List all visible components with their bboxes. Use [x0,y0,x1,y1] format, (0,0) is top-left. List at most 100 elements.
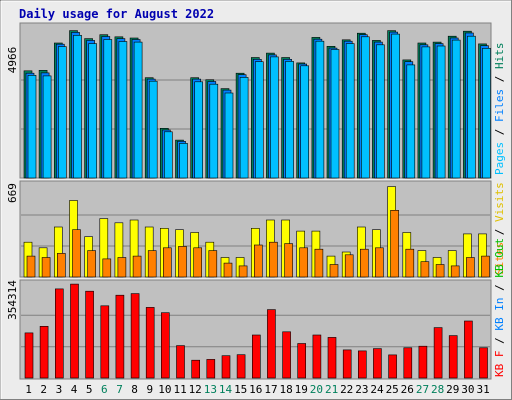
sites-bar [314,248,324,278]
legend-sep-4: / [493,331,506,351]
pages-bar [209,83,219,179]
legend-kbin: KB In [493,298,506,331]
sites-bar [56,253,66,278]
kbytes-max-label: 354314 [6,280,19,320]
x-tick-label: 25 [386,383,399,396]
pages-bar [436,45,446,179]
sites-bar [223,262,233,278]
sites-bar [72,229,81,278]
x-tick-label: 24 [370,383,384,396]
sites-bar [208,250,218,278]
x-tick-label: 23 [355,383,368,396]
kbf-bar [130,293,140,379]
pages-bar [330,49,340,179]
legend-hits: Hits [493,43,506,70]
legend-kbf: KB F [493,351,506,378]
legend-sep-1: / [493,122,506,142]
x-tick-label: 2 [40,383,47,396]
x-tick-label: 28 [431,383,444,396]
kbf-bar [85,290,94,379]
pages-bar [103,39,113,179]
sites-bar [269,241,278,278]
x-tick-label: 20 [310,383,323,396]
pages-bar [255,61,264,179]
kbf-bar [54,288,64,379]
x-tick-label: 5 [86,383,93,396]
legend-pages: Pages [493,142,506,175]
pages-bar [164,131,173,179]
sites-bar [193,247,202,278]
kbf-bar [24,332,34,379]
visits-legend: Sites / Visits [493,182,506,275]
requests-max-label: 4966 [6,47,19,74]
pages-bar [179,143,188,179]
x-tick-label: 18 [279,383,292,396]
x-tick-label: 31 [476,383,489,396]
x-tick-label: 10 [158,383,171,396]
sites-bar [481,255,490,278]
x-tick-label: 12 [189,383,202,396]
kbf-bar [221,355,231,379]
sites-bar [117,257,127,278]
pages-bar [133,41,143,179]
pages-bar [421,46,431,179]
sites-bar [466,257,475,278]
pages-bar [57,46,67,179]
pages-bar [360,36,370,179]
kbf-bar [464,320,473,379]
sites-bar [299,247,309,278]
kbf-bar [100,305,110,379]
pages-bar [270,56,279,179]
sites-bar [87,250,96,278]
x-tick-label: 9 [146,383,153,396]
visits-max-label: 669 [6,183,19,203]
legend-sites: Sites [493,242,506,275]
pages-bar [345,43,355,179]
legend-sep-5: / [493,278,506,298]
pages-bar [285,61,294,179]
legend-files: Files [493,89,506,122]
sites-bar [132,255,142,278]
kbf-bar [70,283,79,379]
sites-bar [390,210,399,278]
sites-bar [344,254,354,278]
pages-bar [391,33,400,179]
x-tick-label: 21 [325,383,338,396]
sites-bar [102,258,112,278]
legend-sep-3: / [493,222,506,242]
kbf-bar [433,327,443,379]
kbf-bar [312,334,322,379]
pages-bar [73,34,82,179]
sites-bar [375,247,384,278]
kbf-bar [418,345,428,379]
x-tick-label: 6 [101,383,108,396]
pages-bar [376,44,385,179]
pages-bar [467,35,476,179]
x-tick-label: 3 [56,383,63,396]
sites-bar [163,247,172,278]
requests-legend: Pages / Files / Hits [493,43,506,176]
pages-bar [148,80,158,179]
kbf-bar [373,348,382,379]
sites-bar [359,248,369,278]
kbf-bar [357,350,367,379]
kbf-bar [297,343,307,379]
sites-bar [435,264,445,278]
x-tick-label: 29 [446,383,459,396]
sites-bar [147,250,157,278]
kbf-bar [282,331,291,379]
x-tick-labels: 1 2 3 4 5 6 7 8 9 10 11 12 13 14 15 16 17 18 19 20 21 22 23 24 2… [25,383,489,396]
x-tick-label: 8 [131,383,138,396]
legend-visits: Visits [493,182,506,222]
bars [23,30,491,379]
x-tick-label: 11 [173,383,186,396]
pages-bar [88,43,97,179]
sites-bar [178,246,187,278]
kbf-bar [388,354,397,379]
x-tick-label: 26 [401,383,414,396]
sites-bar [41,257,51,278]
kbf-bar [267,309,276,379]
sites-bar [26,255,36,278]
x-tick-label: 13 [204,383,217,396]
